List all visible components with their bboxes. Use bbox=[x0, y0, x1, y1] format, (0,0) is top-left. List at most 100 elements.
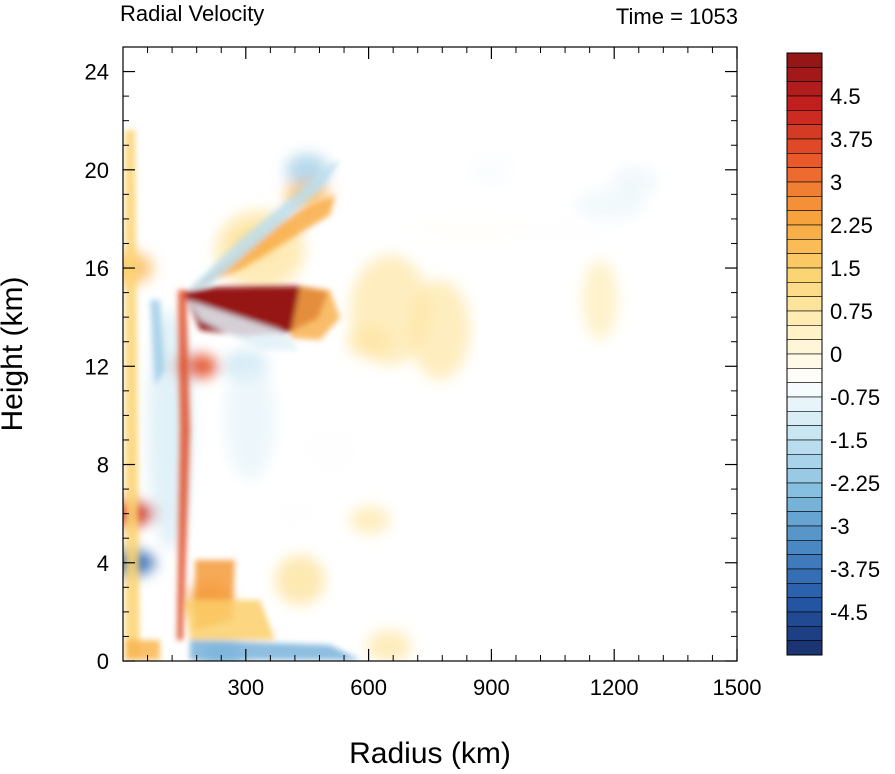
x-tick-label: 600 bbox=[350, 675, 387, 700]
y-tick-label: 0 bbox=[97, 649, 109, 674]
colorbar-box bbox=[786, 282, 823, 297]
colorbar-label: -0.75 bbox=[830, 385, 880, 410]
colorbar-box bbox=[786, 196, 823, 211]
colorbar-box bbox=[786, 296, 823, 312]
outflow-shoulder bbox=[290, 286, 340, 340]
x-tick-label: 900 bbox=[473, 675, 510, 700]
velocity-streak bbox=[125, 640, 160, 660]
colorbar-box bbox=[786, 482, 823, 498]
colorbar-label: 1.5 bbox=[830, 256, 861, 281]
y-axis: 0 4 8 12 16 20 24 bbox=[85, 60, 737, 674]
colorbar-box bbox=[786, 153, 823, 168]
velocity-feature bbox=[350, 255, 430, 365]
colorbar-box bbox=[786, 325, 823, 340]
colorbar-box bbox=[786, 597, 823, 613]
x-tick-label: 1200 bbox=[590, 675, 639, 700]
colorbar-box bbox=[786, 95, 823, 111]
colorbar: 4.5 3.75 3 2.25 1.5 0.75 0 -0.75 -1.5 -2.25 -3 -3.7… bbox=[786, 52, 880, 656]
velocity-feature bbox=[367, 630, 412, 661]
plot-frame bbox=[122, 46, 738, 662]
colorbar-box bbox=[786, 468, 823, 484]
colorbar-box bbox=[786, 110, 823, 125]
colorbar-box bbox=[786, 210, 823, 226]
colorbar-box bbox=[786, 267, 823, 283]
velocity-streak bbox=[150, 300, 165, 385]
velocity-feature bbox=[350, 506, 390, 534]
velocity-feature bbox=[410, 218, 530, 242]
x-tick-label: 300 bbox=[227, 675, 264, 700]
colorbar-label: 4.5 bbox=[830, 84, 861, 109]
y-tick-label: 20 bbox=[85, 158, 109, 183]
colorbar-box bbox=[786, 568, 823, 584]
velocity-feature bbox=[582, 260, 618, 340]
colorbar-box bbox=[786, 626, 823, 641]
colorbar-box bbox=[786, 52, 823, 68]
x-axis-label: Radius (km) bbox=[349, 737, 511, 770]
y-tick-label: 8 bbox=[97, 453, 109, 478]
colorbar-label: 3 bbox=[830, 170, 842, 195]
colorbar-box bbox=[786, 511, 823, 527]
velocity-feature bbox=[500, 216, 620, 244]
colorbar-box bbox=[786, 554, 823, 570]
velocity-feature bbox=[225, 360, 275, 480]
y-tick-label: 12 bbox=[85, 354, 109, 379]
colorbar-label: -4.5 bbox=[830, 600, 868, 625]
y-axis-label: Height (km) bbox=[0, 276, 29, 431]
colorbar-label: 2.25 bbox=[830, 213, 873, 238]
colorbar-label: -3 bbox=[830, 514, 850, 539]
colorbar-box bbox=[786, 67, 823, 82]
chart-subtitle: Time = 1053 bbox=[616, 4, 738, 29]
x-tick-label: 1500 bbox=[713, 675, 762, 700]
colorbar-box bbox=[786, 425, 823, 441]
colorbar-box bbox=[786, 411, 823, 426]
colorbar-box bbox=[786, 611, 823, 627]
velocity-streak bbox=[188, 160, 340, 290]
velocity-feature bbox=[410, 280, 470, 380]
velocity-streak bbox=[185, 600, 275, 640]
velocity-streak bbox=[177, 290, 190, 640]
colorbar-box bbox=[786, 583, 823, 598]
x-axis: 300 600 900 1200 1500 bbox=[147, 47, 762, 700]
chart-title: Radial Velocity bbox=[120, 1, 264, 26]
colorbar-label: 0 bbox=[830, 342, 842, 367]
colorbar-box bbox=[786, 253, 823, 269]
velocity-feature bbox=[469, 153, 514, 186]
colorbar-box bbox=[786, 640, 823, 656]
colorbar-label: 0.75 bbox=[830, 299, 873, 324]
velocity-streak bbox=[190, 640, 360, 660]
colorbar-box bbox=[786, 497, 823, 512]
velocity-streak bbox=[125, 130, 140, 660]
y-tick-label: 24 bbox=[85, 60, 109, 85]
colorbar-label: -3.75 bbox=[830, 557, 880, 582]
velocity-feature bbox=[612, 166, 657, 199]
colorbar-box bbox=[786, 310, 823, 326]
velocity-streak bbox=[188, 300, 300, 350]
colorbar-box bbox=[786, 339, 823, 355]
colorbar-box bbox=[786, 454, 823, 469]
colorbar-frame bbox=[786, 52, 823, 656]
colorbar-box bbox=[786, 181, 823, 197]
colorbar-box bbox=[786, 138, 823, 154]
colorbar-box bbox=[786, 368, 823, 383]
y-tick-label: 4 bbox=[97, 551, 109, 576]
colorbar-box bbox=[786, 396, 823, 412]
colorbar-box bbox=[786, 224, 823, 240]
colorbar-box bbox=[786, 124, 823, 140]
velocity-feature bbox=[272, 497, 317, 530]
colorbar-box bbox=[786, 540, 823, 555]
velocity-feature bbox=[275, 555, 325, 605]
colorbar-box bbox=[786, 439, 823, 455]
y-tick-label: 16 bbox=[85, 256, 109, 281]
colorbar-label: -2.25 bbox=[830, 471, 880, 496]
velocity-feature bbox=[575, 190, 645, 220]
colorbar-label: -1.5 bbox=[830, 428, 868, 453]
colorbar-box bbox=[786, 81, 823, 97]
velocity-field bbox=[123, 130, 657, 661]
colorbar-box bbox=[786, 239, 823, 254]
colorbar-box bbox=[786, 353, 823, 369]
velocity-feature bbox=[300, 425, 360, 475]
colorbar-label: 3.75 bbox=[830, 127, 873, 152]
colorbar-box bbox=[786, 382, 823, 398]
colorbar-box bbox=[786, 525, 823, 541]
